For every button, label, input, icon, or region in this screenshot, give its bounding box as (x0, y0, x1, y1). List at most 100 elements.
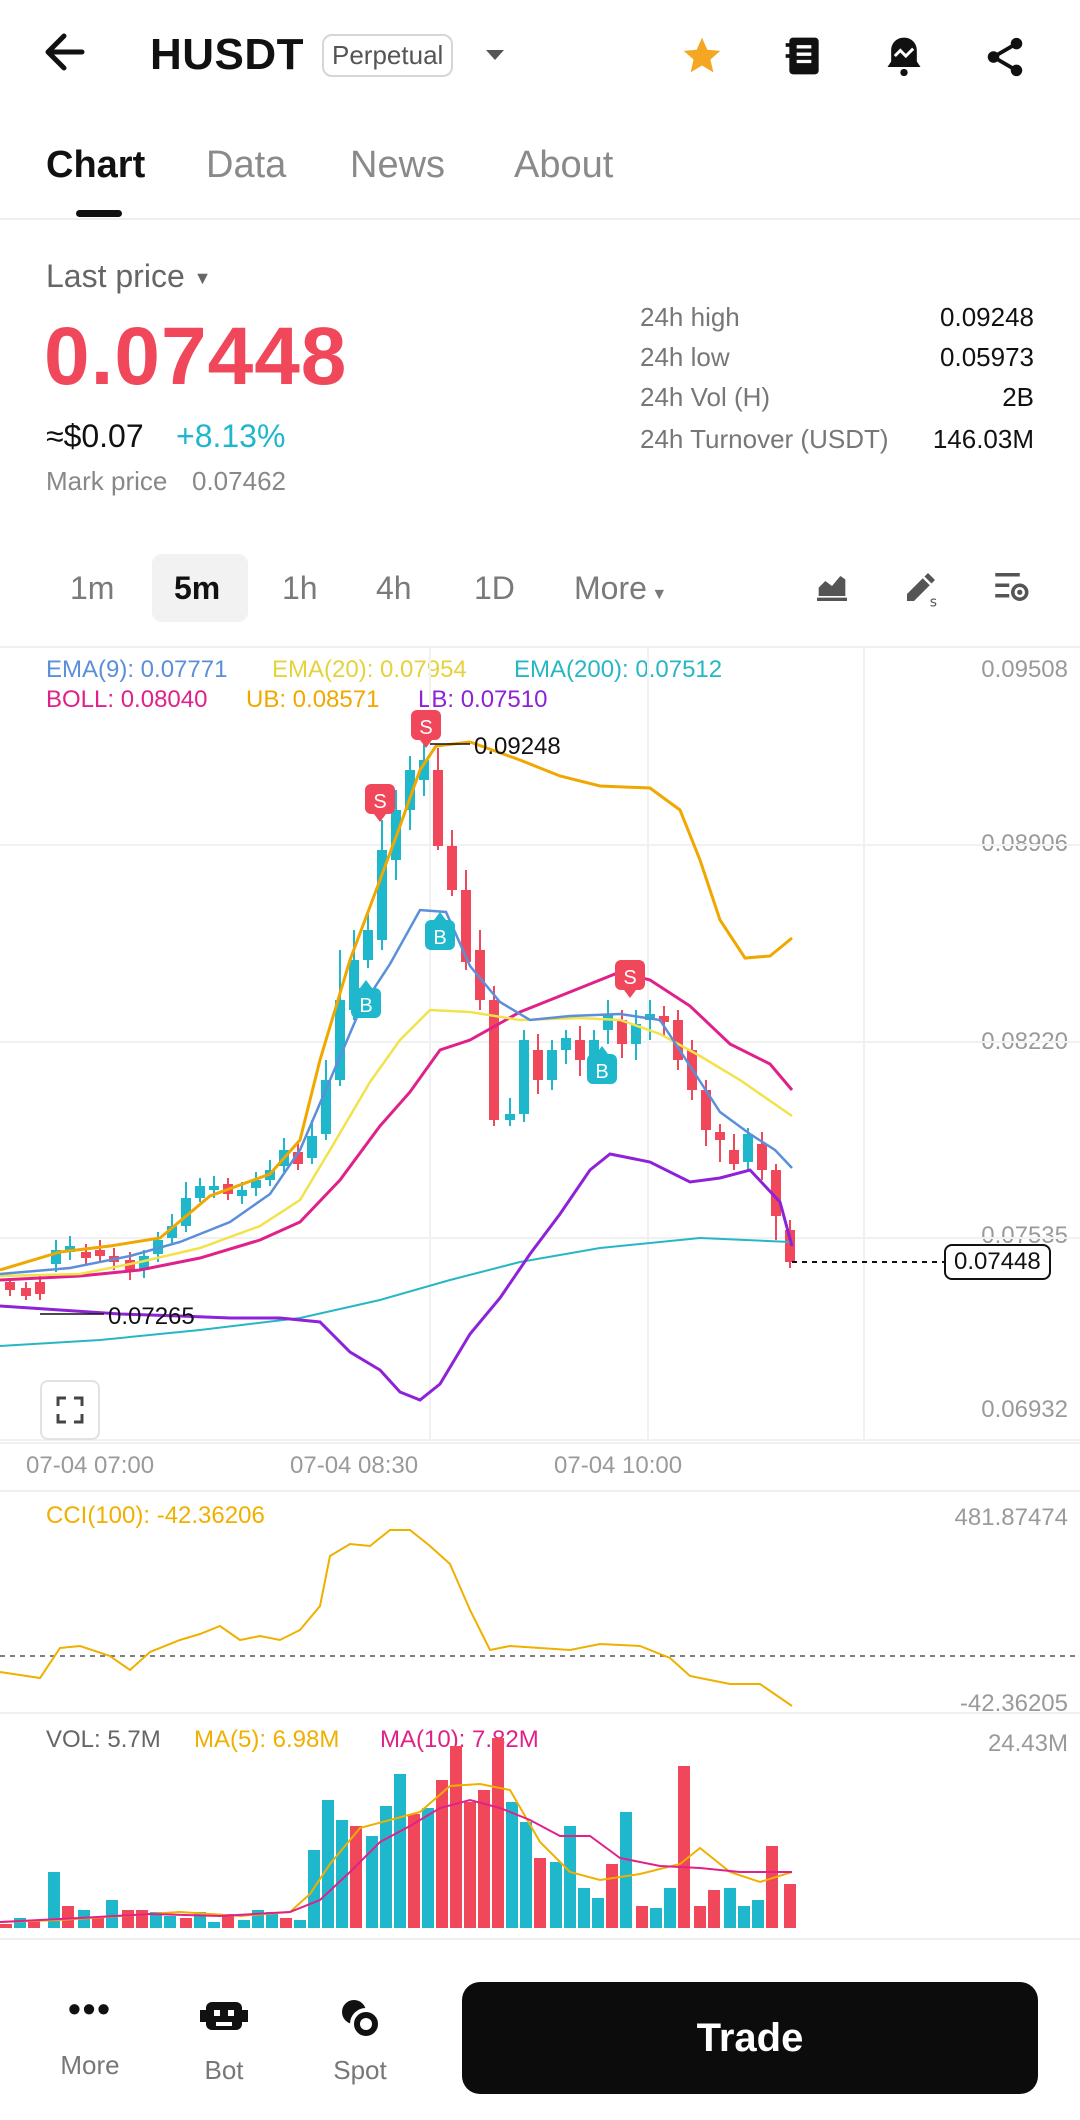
volume-bar (436, 1780, 448, 1928)
tab-data[interactable]: Data (206, 144, 287, 186)
volume-bar (208, 1922, 220, 1928)
candle-body (321, 1080, 331, 1134)
volume-bar (592, 1898, 604, 1928)
volume-bar (180, 1918, 192, 1928)
spot-icon (320, 1994, 400, 2047)
bot-label: Bot (204, 2055, 244, 2085)
candle-body (139, 1256, 149, 1270)
volume-bar (350, 1826, 362, 1928)
volume-bar (222, 1914, 234, 1928)
volume-bar (606, 1864, 618, 1928)
sell-marker: S (365, 784, 395, 822)
volume-bar (336, 1820, 348, 1928)
timeframe-more-label: More (574, 570, 647, 606)
volume-bar (506, 1802, 518, 1928)
svg-text:s: s (930, 594, 937, 608)
timeframe-4h[interactable]: 4h (376, 570, 412, 606)
volume-bar (492, 1738, 504, 1928)
volume-bar (520, 1822, 532, 1928)
volume-bar (238, 1920, 250, 1928)
boll-lb-label: LB: 0.07510 (418, 686, 548, 713)
candle-body (575, 1040, 585, 1060)
candle-body (181, 1198, 191, 1226)
buy-marker: B (587, 1046, 617, 1084)
indicator-settings-icon[interactable] (990, 566, 1032, 613)
vol-ma5-label: MA(5): 6.98M (194, 1726, 340, 1753)
volume-bar (784, 1884, 796, 1928)
svg-text:S: S (419, 717, 432, 739)
candle-body (489, 1000, 499, 1120)
symbol-title[interactable]: HUSDT (150, 30, 305, 79)
volume-bar (578, 1888, 590, 1928)
drawing-tool-icon[interactable]: s (900, 566, 942, 613)
timeframe-1m[interactable]: 1m (70, 570, 115, 606)
price-alert-icon[interactable] (882, 34, 926, 83)
candle-body (659, 1016, 669, 1022)
last-price-selector[interactable]: Last price ▼ (46, 258, 211, 295)
star-icon[interactable] (680, 34, 724, 83)
volume-bar (738, 1906, 750, 1928)
candle-body (21, 1288, 31, 1296)
spot-button[interactable]: Spot (320, 1994, 400, 2086)
volume-bar (48, 1872, 60, 1928)
trade-button[interactable]: Trade (462, 1982, 1038, 2094)
bot-button[interactable]: Bot (186, 1994, 262, 2086)
tab-chart[interactable]: Chart (46, 144, 146, 186)
candle-body (715, 1132, 725, 1140)
cci-line (0, 1529, 793, 1707)
orderbook-icon[interactable] (782, 34, 826, 83)
stat-24h-turnover-label: 24h Turnover (USDT) (640, 424, 889, 454)
price-axis-label: 0.06932 (981, 1396, 1068, 1423)
volume-bar (0, 1924, 12, 1928)
volume-bar (380, 1806, 392, 1928)
mark-price-value: 0.07462 (192, 466, 286, 496)
tab-news[interactable]: News (350, 144, 446, 186)
volume-chart (0, 1738, 796, 1928)
chevron-down-icon[interactable] (484, 48, 506, 67)
candle-body (701, 1090, 711, 1130)
more-button[interactable]: ••• More (46, 1988, 134, 2081)
volume-bar (14, 1918, 26, 1928)
candle-body (785, 1230, 795, 1262)
volume-bar (394, 1774, 406, 1928)
mark-price-label: Mark price (46, 466, 168, 496)
timeframe-more[interactable]: More ▼ (574, 570, 667, 607)
back-icon[interactable] (38, 24, 94, 80)
caret-down-icon: ▼ (651, 586, 668, 603)
time-axis-label: 07-04 08:30 (290, 1452, 419, 1479)
candle-body (757, 1144, 767, 1170)
more-dots-icon: ••• (68, 1988, 112, 2029)
candlestick-chart[interactable]: 0.09248 0.07265 S S S B B B (0, 646, 1080, 1446)
last-price-value: 0.07448 (44, 311, 348, 402)
volume-bar (664, 1888, 676, 1928)
candle-body (475, 950, 485, 1000)
buy-marker: B (351, 980, 381, 1018)
svg-text:B: B (595, 1061, 608, 1083)
candle-body (51, 1250, 61, 1264)
svg-text:S: S (623, 967, 636, 989)
volume-bar (478, 1790, 490, 1928)
volume-bar (150, 1912, 162, 1928)
cci-axis-top: 481.87474 (954, 1504, 1068, 1531)
timeframe-1h[interactable]: 1h (282, 570, 318, 606)
volume-bar (136, 1910, 148, 1928)
tab-about[interactable]: About (514, 144, 614, 186)
share-icon[interactable] (982, 34, 1028, 85)
ema9-line (0, 908, 793, 1276)
timeframe-active-bg (152, 554, 248, 622)
sell-marker: S (615, 960, 645, 998)
chart-type-icon[interactable] (812, 566, 852, 611)
fullscreen-icon[interactable] (40, 1380, 100, 1440)
current-price-tag: 0.07448 (944, 1244, 1051, 1280)
candle-body (547, 1050, 557, 1080)
volume-bar (62, 1906, 74, 1928)
volume-bar (92, 1918, 104, 1928)
timeframe-5m[interactable]: 5m (174, 570, 221, 606)
price-low-annotation: 0.07265 (40, 1303, 195, 1330)
sell-marker: S (411, 710, 441, 748)
volume-bar (694, 1906, 706, 1928)
timeframe-1d[interactable]: 1D (474, 570, 515, 606)
candle-body (95, 1250, 105, 1256)
ema20-label: EMA(20): 0.07954 (272, 656, 467, 683)
candle-body (167, 1226, 177, 1238)
